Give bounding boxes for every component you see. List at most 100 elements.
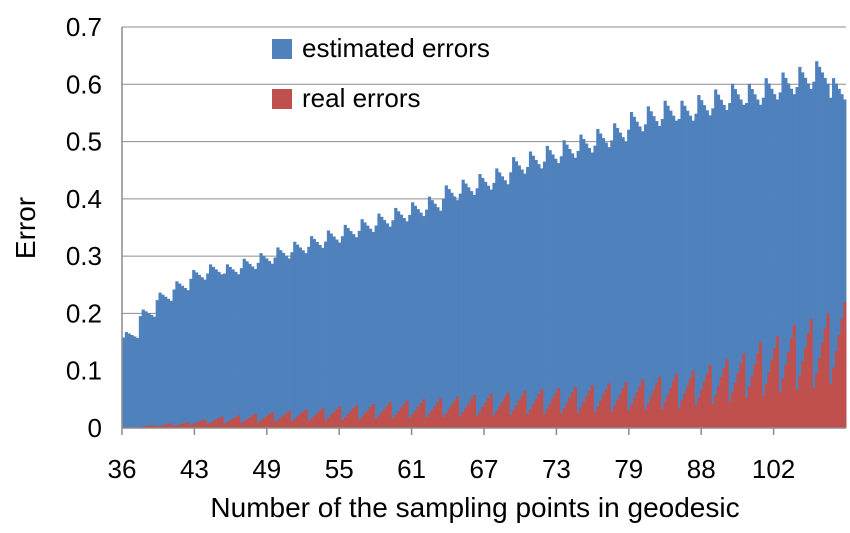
bar-real-error (542, 413, 547, 428)
bar-real-error (711, 403, 715, 428)
bar-estimated-error (514, 161, 519, 428)
bar-estimated-error (730, 83, 735, 429)
bar-estimated-error (590, 152, 594, 428)
bar-estimated-error (621, 137, 625, 428)
bar-real-error (486, 398, 491, 428)
bar-real-error (669, 387, 673, 428)
bar-real-error (568, 397, 572, 428)
bar-estimated-error (360, 219, 364, 428)
bar-estimated-error (354, 237, 359, 428)
bar-real-error (469, 399, 474, 428)
bar-estimated-error (133, 336, 137, 428)
bar-estimated-error (450, 192, 454, 428)
bar-estimated-error (587, 147, 592, 429)
bar-estimated-error (265, 258, 269, 428)
bar-estimated-error (700, 100, 704, 429)
legend: estimated errors real errors (272, 33, 490, 113)
bar-real-error (551, 398, 555, 428)
bar-real-error (467, 403, 471, 428)
bar-estimated-error (694, 113, 698, 429)
bar-estimated-error (194, 272, 199, 428)
bar-real-error (237, 415, 241, 428)
y-tick-label: 0.1 (66, 356, 102, 386)
bar-estimated-error (239, 268, 244, 428)
x-axis-title: Number of the sampling points in geodesi… (210, 492, 739, 523)
bar-estimated-error (820, 72, 824, 429)
bar-estimated-error (787, 83, 791, 428)
bar-real-error (441, 416, 446, 428)
bar-real-error (742, 353, 746, 428)
bar-real-error (338, 406, 342, 428)
bar-real-error (610, 411, 614, 428)
bar-real-error (321, 407, 325, 428)
bar-estimated-error (287, 258, 291, 428)
bar-real-error (152, 425, 157, 428)
bar-real-error (655, 383, 659, 428)
bar-estimated-error (298, 247, 302, 428)
bar-real-error (220, 416, 224, 428)
bar-real-error (478, 411, 482, 428)
bar-real-error (304, 409, 308, 428)
bar-estimated-error (411, 202, 415, 428)
bar-estimated-error (596, 128, 600, 428)
bar-real-error (223, 423, 227, 428)
bar-estimated-error (759, 104, 763, 429)
bar-real-error (408, 417, 412, 428)
bar-real-error (436, 402, 440, 428)
bar-estimated-error (531, 155, 535, 428)
bar-estimated-error (803, 77, 808, 429)
bar-estimated-error (714, 89, 718, 428)
bar-real-error (458, 416, 462, 428)
bar-estimated-error (486, 185, 491, 428)
bar-real-error (349, 411, 353, 428)
bar-real-error (391, 418, 395, 428)
bar-estimated-error (565, 144, 569, 429)
bar-real-error (178, 424, 182, 428)
x-tick-label: 36 (108, 454, 137, 484)
bar-estimated-error (377, 213, 381, 428)
bar-estimated-error (683, 105, 687, 429)
bar-real-error (382, 408, 387, 428)
bar-real-error (826, 313, 830, 428)
bar-estimated-error (520, 169, 524, 428)
bar-real-error (433, 405, 437, 428)
bar-estimated-error (722, 104, 726, 428)
y-tick-label: 0.4 (66, 184, 102, 214)
bar-estimated-error (688, 115, 693, 429)
bar-real-error (385, 405, 389, 428)
bar-estimated-error (579, 134, 583, 428)
bar-real-error (624, 382, 628, 428)
bar-real-error (820, 343, 824, 428)
bar-estimated-error (736, 94, 740, 428)
bar-estimated-error (136, 337, 140, 428)
bar-real-error (405, 400, 409, 428)
bar-real-error (744, 397, 749, 428)
legend-swatch-estimated (272, 39, 292, 59)
bar-estimated-error (237, 274, 241, 428)
bar-estimated-error (469, 191, 474, 428)
bar-real-error (660, 408, 664, 428)
bar-real-error (812, 387, 816, 428)
bar-estimated-error (649, 111, 653, 429)
bar-estimated-error (388, 226, 392, 428)
bar-real-error (439, 398, 443, 428)
bar-estimated-error (475, 188, 479, 428)
bar-estimated-error (509, 172, 513, 428)
bar-real-error (380, 412, 384, 428)
bar-real-error (472, 394, 476, 428)
bar-real-error (397, 411, 401, 428)
bar-estimated-error (332, 236, 336, 428)
bar-estimated-error (141, 309, 145, 428)
bar-real-error (293, 418, 297, 428)
bar-estimated-error (582, 139, 586, 429)
bar-real-error (399, 407, 404, 428)
bar-estimated-error (304, 253, 308, 428)
bar-real-error (394, 414, 398, 428)
bar-real-error (166, 424, 171, 428)
bar-real-error (730, 392, 735, 428)
bar-estimated-error (290, 252, 294, 428)
bar-real-error (214, 419, 218, 428)
bar-estimated-error (211, 266, 216, 428)
bar-estimated-error (843, 99, 847, 428)
bar-estimated-error (618, 132, 622, 428)
